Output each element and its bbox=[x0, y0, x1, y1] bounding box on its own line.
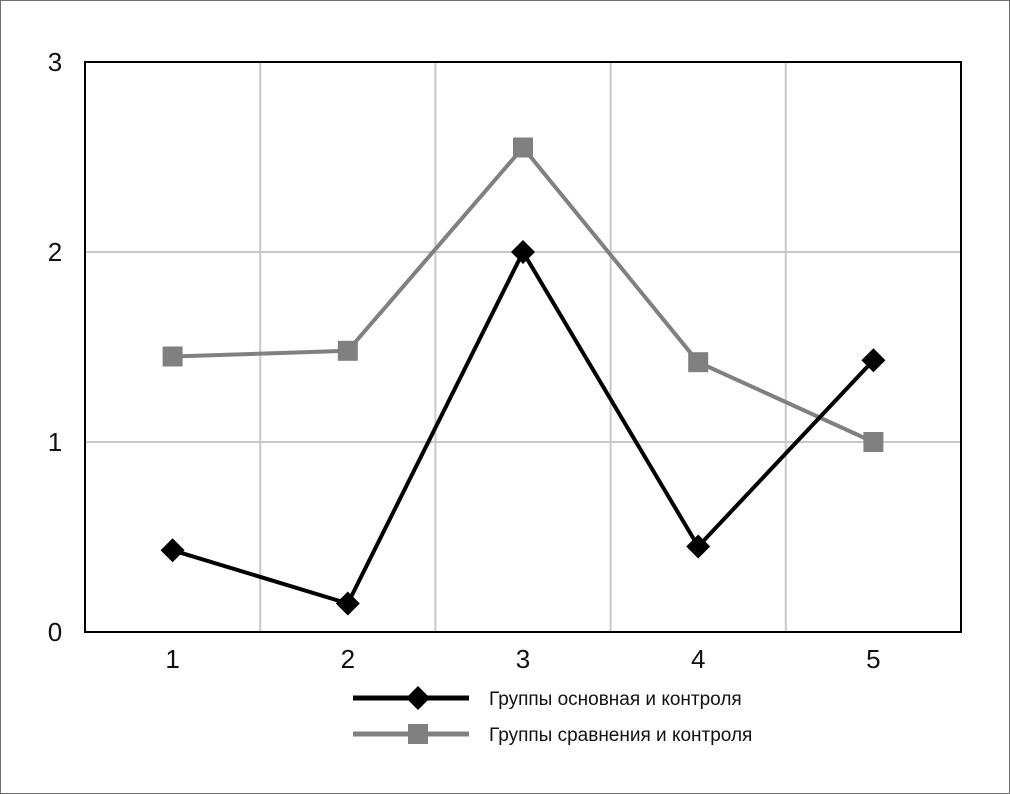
x-tick-label: 1 bbox=[165, 644, 179, 674]
y-tick-label: 3 bbox=[48, 47, 62, 77]
square-marker bbox=[863, 432, 884, 452]
series-1 bbox=[160, 240, 886, 616]
legend-item: Группы основная и контроля bbox=[353, 686, 742, 710]
legend-label: Группы основная и контроля bbox=[489, 689, 742, 710]
plot-border bbox=[84, 61, 962, 633]
square-marker bbox=[513, 137, 533, 158]
y-axis-ticks: 0 1 2 3 bbox=[48, 47, 62, 647]
diamond-marker bbox=[160, 538, 185, 563]
x-axis-ticks: 1 2 3 4 5 bbox=[165, 644, 880, 674]
square-marker bbox=[337, 340, 358, 361]
x-tick-label: 5 bbox=[866, 644, 880, 674]
y-tick-label: 2 bbox=[48, 237, 62, 267]
legend-item: Группы сравнения и контроля bbox=[353, 724, 752, 746]
series-2 bbox=[162, 137, 884, 452]
square-marker bbox=[162, 346, 183, 367]
series-line bbox=[172, 144, 875, 444]
square-marker bbox=[688, 352, 709, 373]
legend: Группы основная и контроля Группы сравнен… bbox=[353, 686, 752, 746]
diamond-marker bbox=[511, 240, 535, 264]
legend-label: Группы сравнения и контроля bbox=[489, 725, 752, 746]
legend-diamond-icon bbox=[406, 686, 430, 710]
series-group bbox=[160, 137, 886, 616]
diamond-marker bbox=[861, 348, 886, 373]
x-tick-label: 3 bbox=[516, 644, 530, 674]
series-line bbox=[172, 247, 875, 606]
x-tick-label: 2 bbox=[341, 644, 355, 674]
legend-square-icon bbox=[408, 724, 428, 744]
diamond-marker bbox=[686, 534, 711, 559]
x-tick-label: 4 bbox=[691, 644, 705, 674]
diamond-marker bbox=[335, 591, 360, 616]
y-tick-label: 0 bbox=[48, 617, 62, 647]
y-tick-label: 1 bbox=[48, 427, 62, 457]
